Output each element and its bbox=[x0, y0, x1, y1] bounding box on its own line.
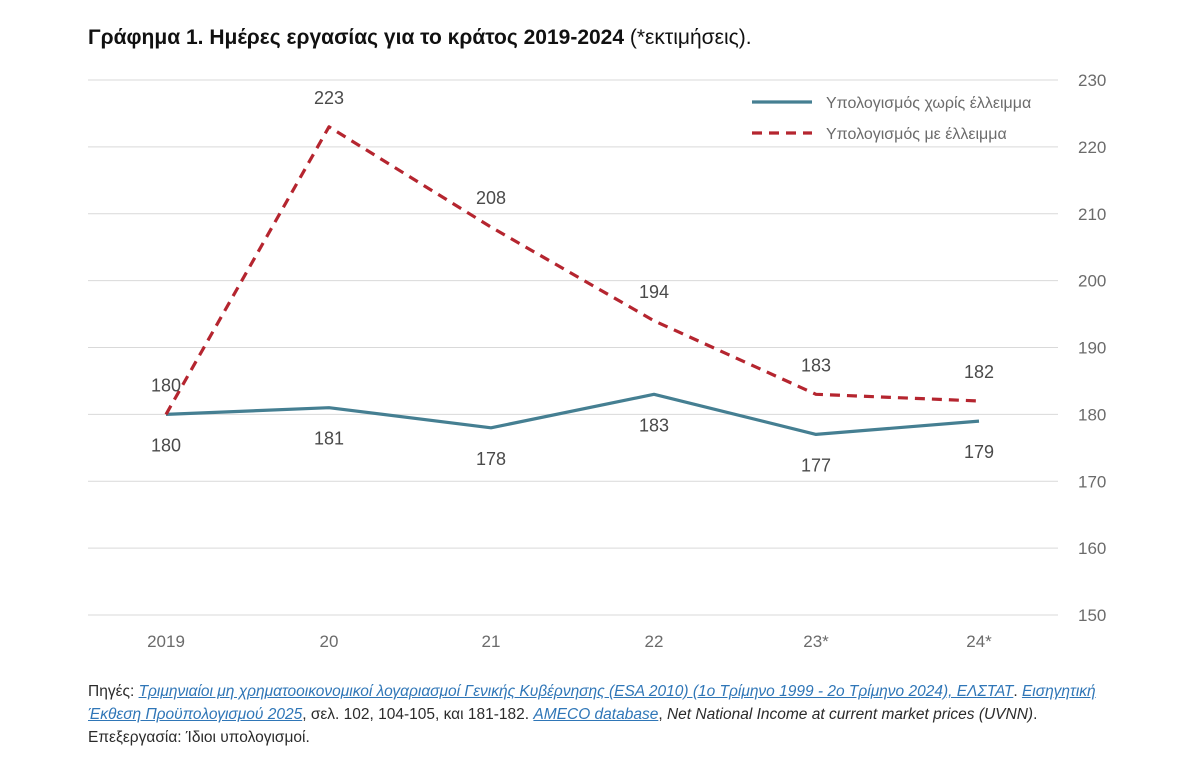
y-tick-label-220: 220 bbox=[1078, 138, 1106, 157]
x-tick-label-3: 22 bbox=[645, 632, 664, 651]
data-label-s0-2: 178 bbox=[476, 449, 506, 469]
data-labels: 180 181 178 183 177 179 180 223 208 194 183 182 bbox=[151, 88, 994, 476]
y-tick-label-190: 190 bbox=[1078, 339, 1106, 358]
y-tick-label-230: 230 bbox=[1078, 71, 1106, 90]
series-line-0 bbox=[165, 392, 980, 436]
data-label-s0-4: 177 bbox=[801, 455, 831, 475]
source-link-elstat[interactable]: Τριμηνιαίοι μη χρηματοοικονομικοί λογαρι… bbox=[138, 683, 1014, 700]
y-tick-label-170: 170 bbox=[1078, 472, 1106, 491]
x-tick-label-0: 2019 bbox=[147, 632, 185, 651]
data-label-s1-0: 180 bbox=[151, 375, 181, 395]
y-tick-label-210: 210 bbox=[1078, 205, 1106, 224]
y-tick-label-200: 200 bbox=[1078, 272, 1106, 291]
data-label-s1-2: 208 bbox=[476, 188, 506, 208]
data-label-s0-1: 181 bbox=[314, 429, 344, 449]
y-axis-ticks: 150 160 170 180 190 200 210 220 230 bbox=[1078, 71, 1106, 625]
x-tick-label-4: 23* bbox=[803, 632, 829, 651]
data-label-s0-5: 179 bbox=[964, 442, 994, 462]
data-label-s0-3: 183 bbox=[639, 415, 669, 435]
source-note: Πηγές: Τριμηνιαίοι μη χρηματοοικονομικοί… bbox=[88, 680, 1128, 749]
x-axis-ticks: 2019 20 21 22 23* 24* bbox=[147, 632, 992, 651]
series-lines bbox=[164, 125, 980, 436]
x-tick-label-1: 20 bbox=[320, 632, 339, 651]
data-label-s1-4: 183 bbox=[801, 355, 831, 375]
y-tick-label-160: 160 bbox=[1078, 539, 1106, 558]
line-chart: 150 160 170 180 190 200 210 220 230 2019 20 21 22 23… bbox=[88, 71, 1106, 651]
y-tick-label-180: 180 bbox=[1078, 405, 1106, 424]
data-label-s1-3: 194 bbox=[639, 282, 669, 302]
legend: Υπολογισμός χωρίς έλλειμμα Υπολογισμός με… bbox=[752, 95, 1031, 143]
source-pages: , σελ. 102, 104-105, και 181-182. bbox=[302, 706, 534, 723]
source-label: Πηγές: bbox=[88, 683, 139, 700]
grid-lines bbox=[88, 79, 1058, 616]
chart-title-main: Γράφημα 1. Ημέρες εργασίας για το κράτος… bbox=[88, 26, 625, 49]
data-label-s0-0: 180 bbox=[151, 435, 181, 455]
chart-title-suffix: (*εκτιμήσεις). bbox=[624, 26, 752, 49]
source-ameco-series: Net National Income at current market pr… bbox=[666, 706, 1034, 723]
x-tick-label-5: 24* bbox=[966, 632, 992, 651]
data-label-s1-1: 223 bbox=[314, 88, 344, 108]
source-link-ameco[interactable]: AMECO database bbox=[533, 706, 659, 723]
data-label-s1-5: 182 bbox=[964, 362, 994, 382]
source-comma: , bbox=[658, 706, 667, 723]
x-tick-label-2: 21 bbox=[482, 632, 501, 651]
chart-title: Γράφημα 1. Ημέρες εργασίας για το κράτος… bbox=[88, 26, 752, 50]
source-separator: . bbox=[1013, 683, 1022, 700]
series-line-1 bbox=[164, 125, 980, 416]
source-link-budget-report[interactable]: Εισηγητική Έκθεση Προϋπολογισμού 2025 bbox=[88, 683, 1096, 723]
y-tick-label-150: 150 bbox=[1078, 606, 1106, 625]
legend-label-0: Υπολογισμός χωρίς έλλειμμα bbox=[826, 95, 1031, 112]
source-processing: . Επεξεργασία: Ίδιοι υπολογισμοί. bbox=[88, 706, 1038, 746]
legend-label-1: Υπολογισμός με έλλειμμα bbox=[826, 126, 1007, 143]
